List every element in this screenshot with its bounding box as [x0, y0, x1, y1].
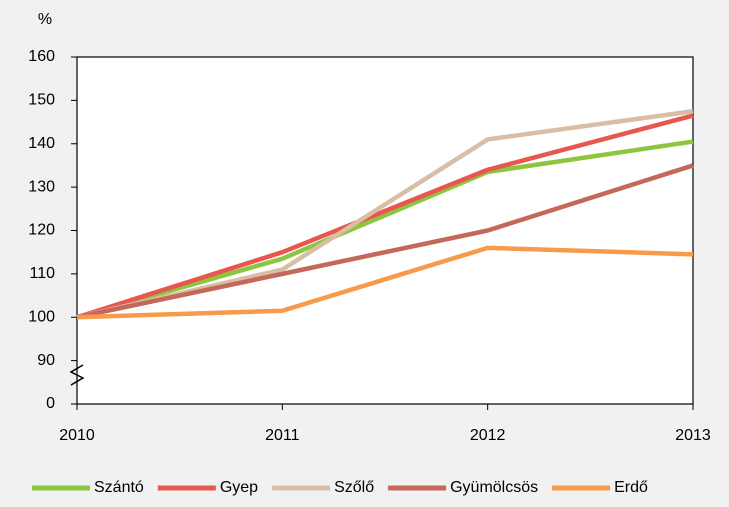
y-tick-label: 0	[46, 395, 55, 412]
y-tick-label: 140	[28, 135, 55, 152]
y-tick-label: 110	[29, 265, 55, 282]
y-tick-label: 90	[37, 352, 55, 369]
x-tick-label: 2013	[675, 427, 711, 444]
series-line	[76, 113, 694, 320]
y-tick-label: 160	[28, 48, 55, 65]
legend-label: Erdő	[614, 479, 648, 496]
series-line	[76, 139, 694, 320]
x-tick-label: 2010	[59, 427, 95, 444]
y-tick-label: 130	[28, 178, 55, 195]
y-tick-label: 150	[28, 92, 55, 109]
y-tick-label: 120	[28, 222, 55, 239]
legend-label: Gyümölcsös	[450, 479, 538, 496]
series-line	[76, 163, 694, 320]
x-tick-label: 2011	[265, 427, 300, 444]
y-unit-label: %	[38, 11, 52, 28]
legend-label: Gyep	[220, 479, 258, 496]
axis-break	[69, 364, 85, 386]
x-tick-label: 2012	[470, 427, 506, 444]
legend-label: Szántó	[94, 479, 144, 496]
y-tick-label: 100	[28, 308, 55, 325]
series-line	[76, 245, 694, 320]
plot-area	[76, 56, 694, 405]
legend-label: Szőlő	[334, 479, 374, 496]
